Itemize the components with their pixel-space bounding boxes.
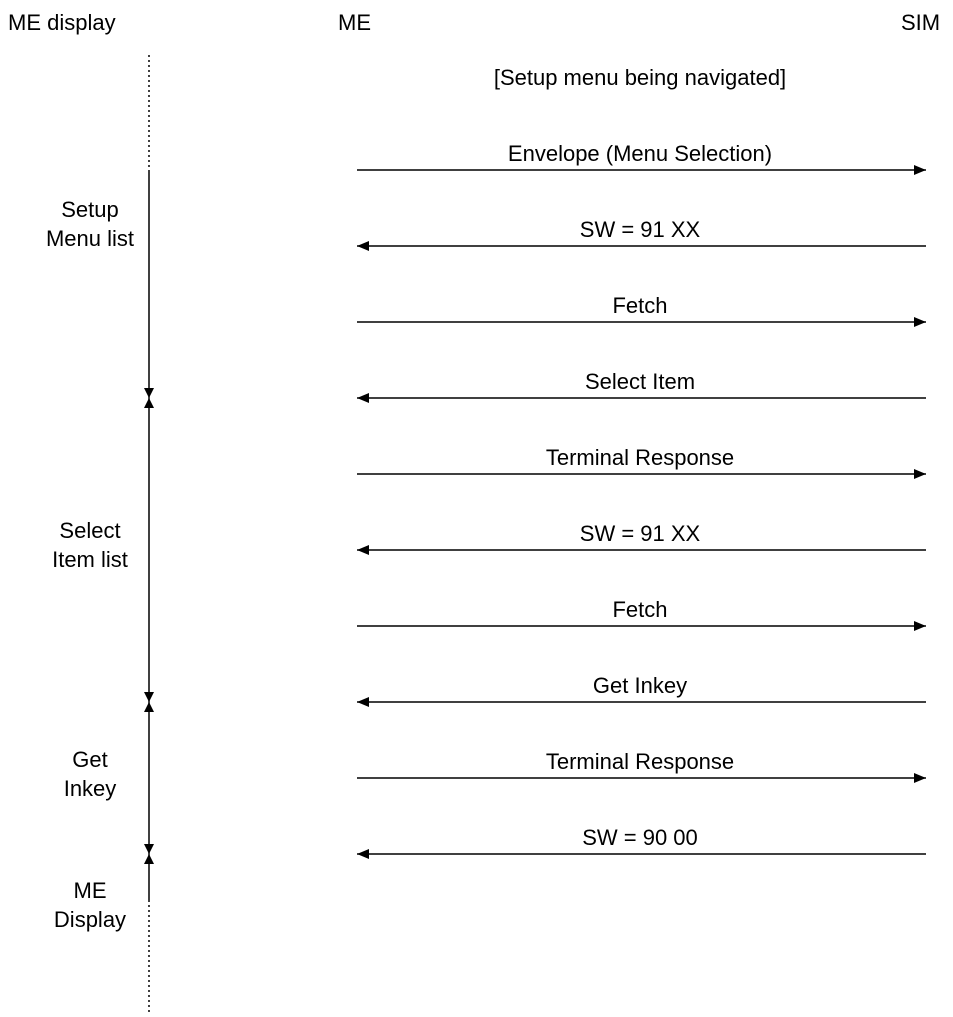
message-label: SW = 91 XX [579, 521, 701, 546]
phase-line: Menu list [45, 226, 135, 251]
message-label: Fetch [612, 293, 668, 318]
phase-line: Inkey [63, 776, 117, 801]
phase-marker-down [144, 388, 154, 398]
phase-line: Display [53, 907, 127, 932]
header-me-display: ME display [8, 10, 116, 35]
message-arrows [357, 165, 926, 859]
phase-line: Select [59, 518, 121, 543]
phase-line: Setup [61, 197, 119, 222]
header-sim: SIM [901, 10, 941, 35]
arrowhead [357, 849, 369, 859]
message-label: Terminal Response [545, 445, 735, 470]
message-label: Get Inkey [592, 673, 688, 698]
message-label: SW = 91 XX [579, 217, 701, 242]
header-me: ME [338, 10, 371, 35]
arrowhead [914, 773, 926, 783]
me-display-lifeline [144, 55, 154, 1012]
phase-line: ME [73, 878, 107, 903]
arrowhead [357, 241, 369, 251]
navigation-note: [Setup menu being navigated] [493, 65, 787, 90]
arrowhead [914, 469, 926, 479]
phase-marker-down [144, 844, 154, 854]
phase-me-display: ME Display [20, 876, 160, 934]
message-label: Terminal Response [545, 749, 735, 774]
phase-select-item-list: Select Item list [20, 516, 160, 574]
arrowhead [357, 697, 369, 707]
arrowhead [357, 545, 369, 555]
arrowhead [914, 165, 926, 175]
phase-setup-menu-list: Setup Menu list [20, 195, 160, 253]
phase-marker-up [144, 702, 154, 712]
phase-marker-up [144, 398, 154, 408]
phase-line: Item list [52, 547, 128, 572]
message-label: Select Item [584, 369, 696, 394]
phase-marker-down [144, 692, 154, 702]
phase-marker-up [144, 854, 154, 864]
phase-get-inkey: Get Inkey [20, 745, 160, 803]
phase-line: Get [72, 747, 108, 772]
arrowhead [914, 621, 926, 631]
message-label: Fetch [612, 597, 668, 622]
arrowhead [914, 317, 926, 327]
message-label: Envelope (Menu Selection) [507, 141, 773, 166]
message-label: SW = 90 00 [582, 825, 698, 850]
arrowhead [357, 393, 369, 403]
